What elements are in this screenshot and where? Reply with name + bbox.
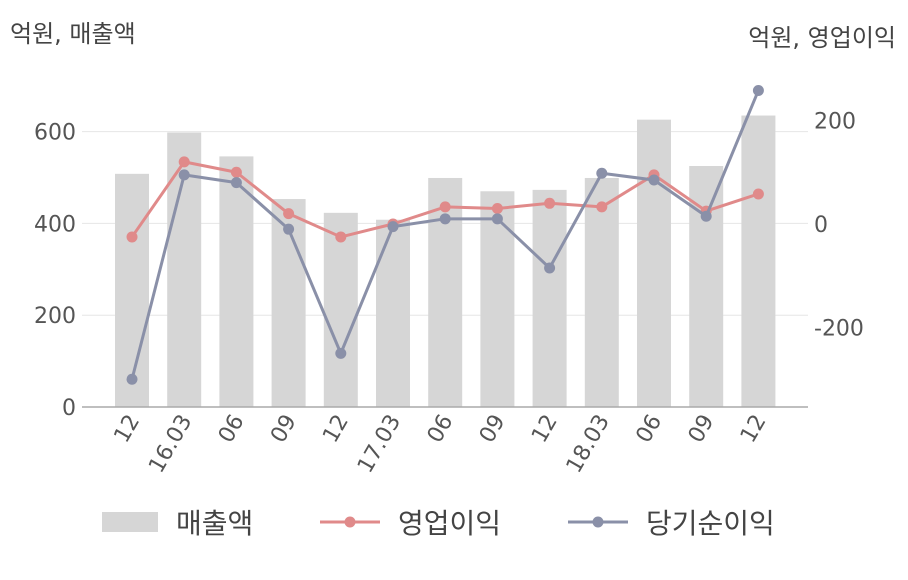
right-axis-unit-label: 억원, 영업이익 — [748, 24, 896, 52]
category-label: 06 — [423, 411, 459, 448]
sales-bar — [532, 189, 567, 407]
bar-layer — [115, 115, 776, 407]
net-income-point — [439, 213, 451, 225]
net-income-point — [178, 169, 190, 181]
category-label: 17.03 — [353, 411, 406, 478]
operating-profit-point — [544, 197, 556, 209]
right-tick-label: 200 — [814, 110, 856, 135]
category-label: 18.03 — [562, 411, 615, 478]
left-tick-label: 0 — [62, 396, 76, 421]
category-label: 12 — [110, 411, 146, 448]
sales-bar — [219, 156, 254, 407]
legend-label-sales: 매출액 — [176, 507, 254, 540]
operating-profit-point — [126, 231, 138, 243]
legend: 매출액 영업이익 당기순이익 — [0, 500, 908, 550]
category-label: 12 — [318, 411, 354, 448]
net-income-point — [230, 177, 242, 189]
net-income-point — [648, 174, 660, 186]
net-income-point — [387, 221, 399, 233]
category-label: 06 — [214, 411, 250, 448]
net-income-point — [700, 210, 712, 222]
sales-bar — [637, 119, 671, 407]
left-tick-label: 600 — [34, 121, 76, 146]
operating-profit-point — [439, 201, 451, 213]
net-income-point — [335, 347, 347, 359]
net-income-point — [491, 213, 503, 225]
category-label: 06 — [632, 411, 668, 448]
sales-bar — [741, 115, 776, 407]
legend-item-operating-profit: 영업이익 — [320, 500, 501, 544]
operating-profit-point — [491, 202, 503, 214]
operating-profit-point — [178, 156, 190, 168]
sales-bar — [480, 191, 515, 407]
operating-profit-point — [283, 208, 295, 220]
line-marker-icon — [568, 516, 628, 528]
legend-item-sales: 매출액 — [102, 500, 253, 544]
left-tick-label: 200 — [34, 304, 76, 329]
operating-profit-point — [752, 188, 764, 200]
sales-bar — [115, 173, 149, 407]
net-income-point — [596, 167, 608, 179]
net-income-point — [752, 84, 764, 96]
line-marker-icon — [320, 516, 380, 528]
operating-profit-point — [335, 231, 347, 243]
right-tick-label: -200 — [814, 317, 864, 342]
net-income-point — [126, 373, 138, 385]
bar-swatch-icon — [102, 512, 158, 532]
legend-label-operating-profit: 영업이익 — [398, 507, 502, 540]
net-income-point — [283, 223, 295, 235]
category-label: 12 — [736, 411, 772, 448]
sales-bar — [323, 212, 358, 407]
category-label: 16.03 — [144, 411, 197, 478]
right-tick-label: 0 — [814, 213, 828, 238]
sales-bar — [376, 219, 410, 407]
line-layer — [126, 84, 764, 385]
left-tick-label: 400 — [34, 212, 76, 237]
legend-label-net-income: 당기순이익 — [646, 507, 775, 540]
category-label: 09 — [684, 411, 720, 448]
left-axis-unit-label: 억원, 매출액 — [10, 20, 136, 48]
category-label: 09 — [266, 411, 302, 448]
category-label: 09 — [475, 411, 511, 448]
category-label: 12 — [527, 411, 563, 448]
net-income-point — [544, 262, 556, 274]
legend-item-net-income: 당기순이익 — [568, 500, 775, 544]
operating-profit-point — [230, 166, 242, 178]
sales-bar — [584, 177, 619, 407]
operating-profit-point — [596, 201, 608, 213]
